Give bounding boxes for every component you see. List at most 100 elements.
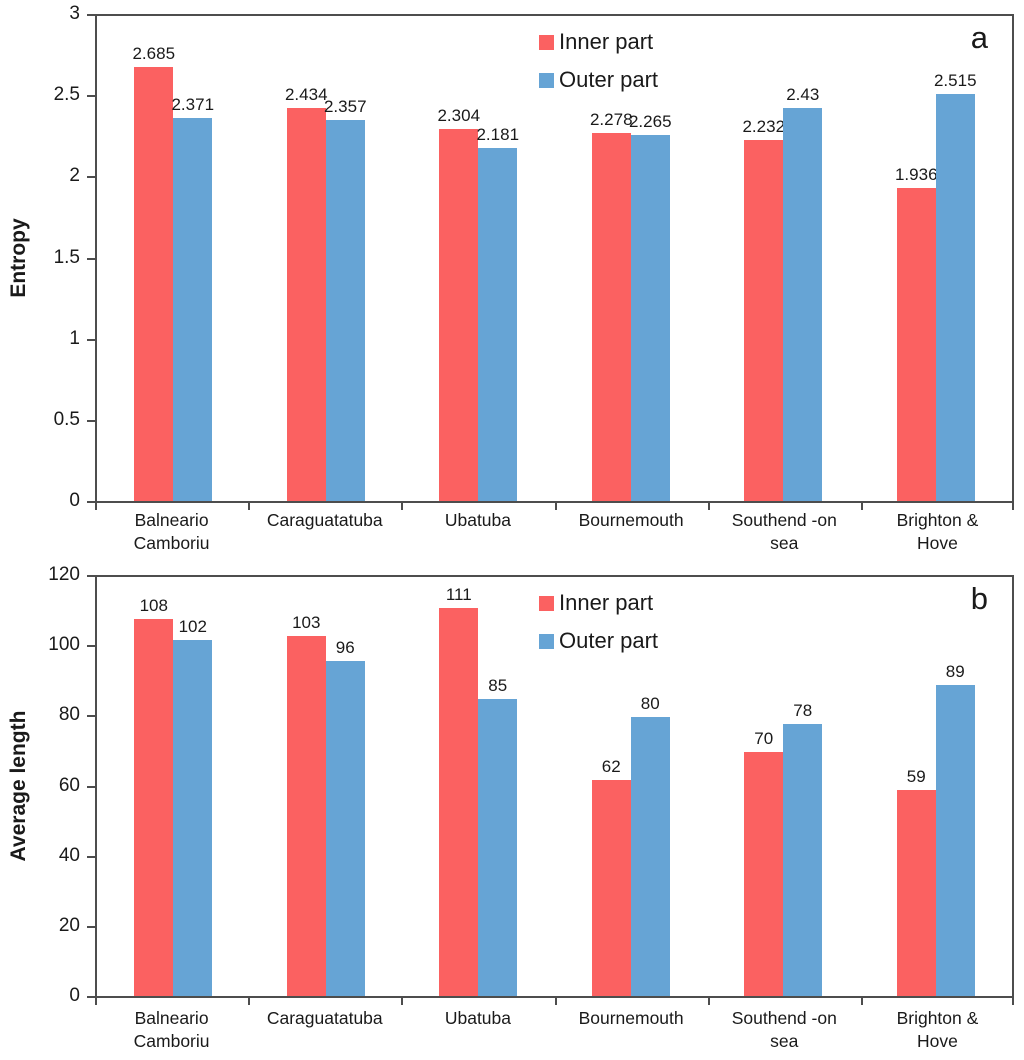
bar-value-label: 111 [445,585,472,605]
x-category-label: Brighton & Hove [896,510,979,554]
inner-part-bar: 70 [744,729,784,996]
inner-part-bar: 108 [134,596,174,996]
y-axis-tick-label: 80 [58,704,80,726]
y-axis-tick-label: 1.5 [53,246,80,268]
outer-part-bar: 78 [783,701,823,996]
bar-group: 59 89 [860,577,1013,996]
y-axis-tick-mark [87,95,95,98]
outer-part-bar: 102 [173,617,213,996]
bar-value-label: 80 [640,693,660,713]
x-category-label: Bournemouth [578,510,684,530]
x-axis-category-labels: Balneario Camboriu Caraguatatuba Ubatuba Bo… [95,1007,1014,1053]
legend-item-outer-part: Outer part [539,67,658,93]
legend-item-outer-part: Outer part [539,628,658,654]
x-axis-tick-mark [554,503,557,510]
bars-container: 2.685 2.371 2.434 2.357 2.304 2.181 2.278 2.265… [97,16,1012,501]
outer-part-bar: 2.357 [324,97,367,501]
outer-part-bar: 2.515 [934,71,977,501]
y-axis-tick-mark [87,996,95,998]
bar-value-label: 2.181 [476,125,520,145]
bar-value-label: 2.685 [132,43,176,63]
bar-value-label: 2.43 [786,85,820,105]
outer-part-bar: 85 [478,676,518,996]
x-category-label: Balneario Camboriu [133,1008,210,1052]
x-category-label: Caraguatatuba [266,510,383,530]
y-axis-tick-mark [87,645,95,648]
plot-area: 2.685 2.371 2.434 2.357 2.304 2.181 2.278 2.265… [95,14,1014,503]
bar-group: 108 102 [97,577,250,996]
bar-value-label: 2.304 [437,105,481,125]
bar-value-label: 103 [292,613,321,633]
y-axis-tick-mark [87,575,95,577]
x-axis-tick-mark [95,998,97,1005]
y-axis-tick-mark [87,785,95,788]
y-axis-tick-label: 3 [69,3,80,24]
legend-label-outer-part: Outer part [559,67,659,92]
y-axis-tick-label: 20 [58,914,80,936]
y-axis-tick-mark [87,14,95,16]
legend-label-outer-part: Outer part [559,628,659,653]
y-axis-tick-mark [87,338,95,341]
panel-letter-b: b [970,581,988,616]
outer-part-bar: 2.181 [476,125,519,501]
bar-value-label: 2.278 [589,109,633,129]
x-axis-tick-mark [860,503,863,510]
inner-part-bar: 62 [591,757,631,996]
plot-area: 108 102 103 96 111 85 62 80 70 78 59 89 Inner part … [95,575,1014,998]
x-axis-tick-mark [1012,998,1014,1005]
entropy-chart-panel: Entropy 3 2.5 2 1.5 1 0.5 0 2.685 2.371 2.434 2.3… [7,3,1014,554]
inner-part-swatch-icon [539,34,554,50]
y-axis-tick-label: 60 [58,774,80,796]
x-category-label: Ubatuba [444,1008,512,1028]
y-axis-tick-mark [87,176,95,179]
bar-group: 2.685 2.371 [97,16,250,501]
y-axis-tick-mark [87,419,95,422]
outer-part-bar: 89 [935,662,975,996]
y-axis-tick-label: 0 [69,985,80,1006]
x-category-label: Southend -on sea [731,1008,837,1052]
y-axis-tick-label: 100 [48,634,80,656]
y-axis-tick-mark [87,925,95,928]
bar-value-label: 85 [488,676,508,696]
x-axis-tick-mark [707,998,710,1005]
legend: Inner part Outer part [539,29,658,93]
legend-label-inner-part: Inner part [559,29,654,54]
y-axis-tick-mark [87,501,95,503]
x-axis-tick-mark [401,503,404,510]
bar-value-label: 102 [178,616,207,636]
average-length-chart-panel: Average length 120 100 80 60 40 20 0 108 102 103… [0,561,1024,1060]
inner-part-bar: 59 [896,767,936,996]
outer-part-bar: 2.43 [783,85,823,501]
y-axis-tick-mark [87,855,95,858]
bars-container: 108 102 103 96 111 85 62 80 70 78 59 89 [97,577,1012,996]
bar-group: 111 85 [402,577,555,996]
x-category-label: Balneario Camboriu [133,510,210,554]
bar-group: 2.278 2.265 [555,16,708,501]
bar-value-label: 2.371 [171,94,215,114]
bar-value-label: 2.515 [933,71,977,91]
outer-part-swatch-icon [539,633,554,649]
inner-part-bar: 2.232 [742,117,785,501]
y-axis-tick-label: 40 [58,844,80,866]
x-category-label: Bournemouth [578,1008,684,1028]
y-axis-tick-label: 120 [48,564,80,585]
panel-letter-a: a [970,20,988,55]
outer-part-bar: 2.265 [629,112,672,501]
bar-value-label: 1.936 [894,165,938,185]
x-axis-tick-mark [95,503,97,510]
bar-value-label: 108 [139,595,168,615]
y-axis-tick-label: 2 [69,165,80,187]
inner-part-bar: 1.936 [895,165,938,501]
inner-part-bar: 2.278 [590,110,633,501]
y-axis-tick-label: 0.5 [53,408,80,430]
y-axis-tick-label: 0 [69,490,80,511]
inner-part-bar: 2.685 [132,44,175,501]
x-category-label: Southend -on sea [731,510,837,554]
outer-part-bar: 96 [325,638,365,996]
y-axis-tick-mark [87,257,95,260]
bar-value-label: 89 [945,662,965,682]
bar-value-label: 2.434 [284,84,328,104]
bar-group: 2.232 2.43 [707,16,860,501]
x-axis-tick-mark [248,998,251,1005]
